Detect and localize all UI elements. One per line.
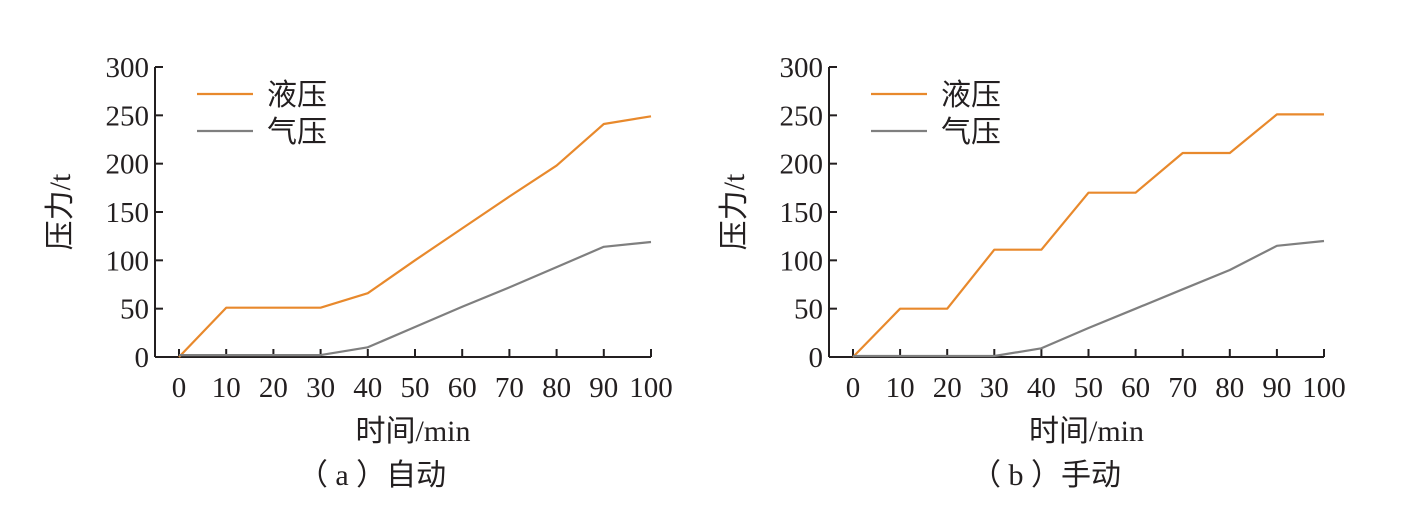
x-tick-label: 0 — [172, 372, 187, 404]
series-line-pneumatic — [179, 240, 652, 357]
series-line-pneumatic — [853, 239, 1325, 358]
x-tick-label: 30 — [980, 372, 1009, 404]
y-tick-label: 100 — [106, 245, 150, 277]
x-tick-label: 0 — [846, 372, 861, 404]
y-tick-label: 50 — [794, 294, 823, 326]
x-tick-label: 90 — [589, 372, 618, 404]
x-tick-label: 30 — [306, 372, 335, 404]
x-tick-label: 20 — [259, 372, 288, 404]
x-tick-label: 40 — [1027, 372, 1056, 404]
y-tick-label: 250 — [106, 100, 150, 132]
y-tick-label: 200 — [106, 149, 150, 181]
y-axis-title: 压力/t — [718, 173, 751, 250]
series-line-hydraulic — [178, 115, 652, 358]
chart-manual: 0 50 100 150 200 250 300 0 10 20 30 40 50 60 70 80 90 100… — [718, 52, 1346, 492]
x-tick-label: 100 — [629, 372, 673, 404]
legend-label: 气压 — [267, 116, 327, 149]
x-tick-label: 10 — [886, 372, 915, 404]
x-axis-title: 时间/min — [1029, 415, 1144, 448]
x-tick-label: 40 — [353, 372, 382, 404]
y-tick-label: 0 — [809, 342, 824, 374]
x-tick-label: 100 — [1302, 372, 1346, 404]
y-tick-label: 150 — [780, 197, 824, 229]
y-tick-label: 150 — [106, 197, 150, 229]
x-tick-label: 70 — [1168, 372, 1197, 404]
legend-label: 气压 — [941, 116, 1001, 149]
y-tick-label: 200 — [780, 149, 824, 181]
x-tick-label: 10 — [212, 372, 241, 404]
y-tick-label: 100 — [780, 245, 824, 277]
y-tick-label: 250 — [780, 100, 824, 132]
x-tick-label: 60 — [1121, 372, 1150, 404]
x-tick-label: 90 — [1262, 372, 1291, 404]
chart-auto: 0 50 100 150 200 250 300 0 10 20 30 40 50 60 70 80 90 100… — [44, 52, 673, 492]
x-tick-label: 70 — [495, 372, 524, 404]
chart-caption: （ a ）自动 — [298, 459, 446, 492]
x-tick-label: 80 — [1215, 372, 1244, 404]
x-tick-label: 60 — [448, 372, 477, 404]
legend-label: 液压 — [941, 79, 1001, 112]
y-tick-label: 300 — [780, 52, 824, 84]
x-tick-label: 80 — [542, 372, 571, 404]
x-tick-label: 50 — [401, 372, 430, 404]
x-tick-label: 20 — [933, 372, 962, 404]
y-tick-label: 50 — [120, 294, 149, 326]
y-tick-label: 0 — [135, 342, 150, 374]
legend-label: 液压 — [267, 79, 327, 112]
x-axis-title: 时间/min — [355, 415, 470, 448]
x-tick-label: 50 — [1074, 372, 1103, 404]
y-tick-label: 300 — [106, 52, 150, 84]
chart-caption: （ b ）手动 — [971, 459, 1121, 492]
series-line-hydraulic — [852, 113, 1324, 358]
y-axis-title: 压力/t — [44, 173, 77, 250]
